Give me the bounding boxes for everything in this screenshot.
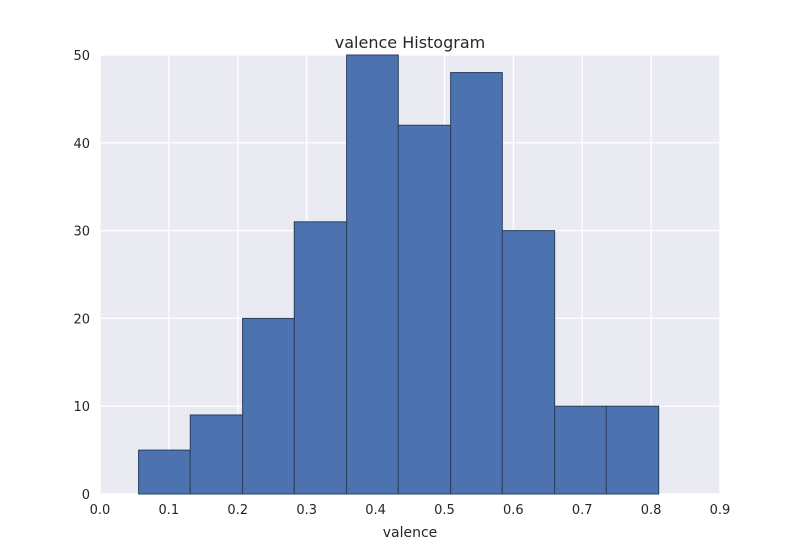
y-tick-label: 20	[73, 312, 90, 327]
x-tick-label: 0.3	[296, 503, 317, 518]
x-tick-label: 0.0	[90, 503, 111, 518]
x-tick-label: 0.4	[365, 503, 386, 518]
histogram-bar	[189, 414, 244, 495]
y-tick-label: 0	[82, 488, 90, 503]
x-axis-label: valence	[383, 525, 438, 541]
x-tick-label: 0.7	[572, 503, 593, 518]
y-tick-label: 50	[73, 49, 90, 64]
x-tick-label: 0.2	[227, 503, 248, 518]
histogram-bar	[501, 230, 556, 495]
histogram-bar	[554, 405, 607, 495]
histogram-bar	[450, 72, 503, 495]
y-tick-label: 40	[73, 137, 90, 152]
y-tick-label: 30	[73, 225, 90, 240]
histogram-bar	[293, 221, 348, 495]
x-tick-labels: 0.0 0.1 0.2 0.3 0.4 0.5 0.6 0.7 0.8 0.9	[90, 503, 731, 518]
chart-title: valence Histogram	[335, 33, 485, 52]
y-tick-label: 10	[73, 400, 90, 415]
histogram-bar	[397, 124, 452, 495]
y-tick-labels: 0 10 20 30 40 50	[73, 49, 90, 503]
bars	[138, 54, 660, 495]
histogram-bar	[346, 54, 399, 495]
x-tick-label: 0.8	[641, 503, 662, 518]
histogram-bar	[138, 449, 191, 495]
x-tick-label: 0.5	[434, 503, 455, 518]
histogram-bar	[242, 317, 295, 495]
x-tick-label: 0.9	[710, 503, 731, 518]
x-tick-label: 0.1	[159, 503, 180, 518]
histogram-bar	[605, 405, 660, 495]
x-tick-label: 0.6	[503, 503, 524, 518]
